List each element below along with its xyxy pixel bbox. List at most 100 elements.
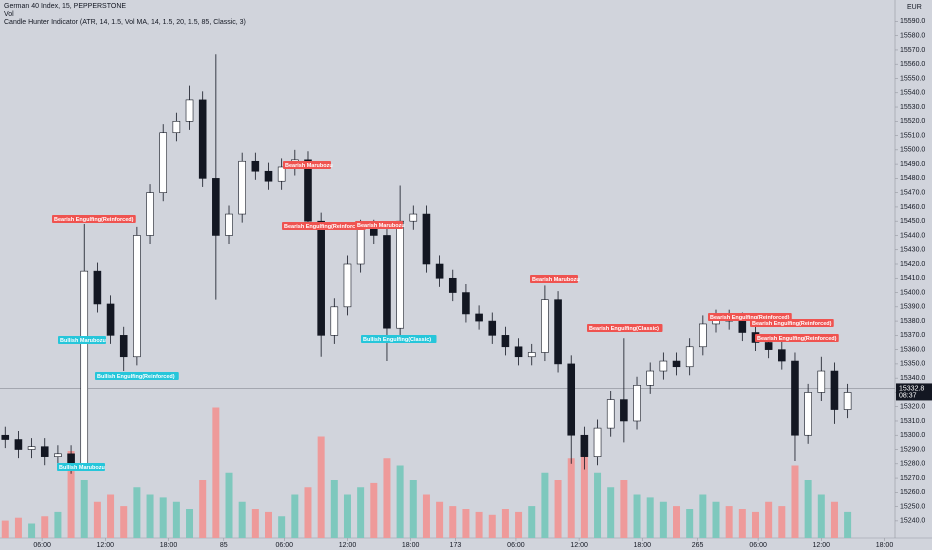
pattern-label-box (361, 335, 437, 343)
candle-body (172, 120, 181, 134)
currency-label: EUR (907, 4, 922, 11)
volume-bar (449, 506, 457, 538)
candle-body (778, 349, 786, 362)
last-price-box (896, 383, 932, 401)
x-tick-label: 85 (220, 542, 228, 549)
pattern-label: Bearish Engulfing(Reinforced) (284, 224, 364, 230)
candle-body (764, 342, 773, 350)
candle-body (330, 306, 339, 336)
candle-body (514, 346, 523, 358)
candle-body (475, 313, 483, 322)
candle-body (699, 323, 707, 348)
countdown-label: 08:37 (899, 392, 917, 399)
y-tick-label: 15560.0 (900, 61, 925, 68)
pattern-label: Bearish Engulfing(Reinforced) (710, 315, 790, 321)
volume-bar (251, 509, 259, 538)
y-tick-label: 15430.0 (900, 247, 925, 254)
candle-body (264, 170, 273, 182)
volume-bar (343, 494, 351, 538)
y-tick-label: 15350.0 (900, 361, 925, 368)
y-tick-label: 15450.0 (900, 218, 925, 225)
volume-bar (844, 511, 852, 538)
volume-bar (646, 497, 654, 538)
candle-body (606, 399, 615, 429)
volume-bar (422, 494, 430, 538)
volume-bar (607, 487, 615, 538)
volume-bar (673, 506, 681, 538)
candle-body (672, 360, 681, 368)
candle-body (356, 228, 365, 265)
pattern-label-box (355, 221, 403, 229)
y-tick-label: 15550.0 (900, 75, 925, 82)
y-tick-label: 15310.0 (900, 418, 925, 425)
volume-bar (186, 509, 194, 538)
volume-bar (475, 511, 483, 538)
candle-body (409, 213, 418, 222)
volume-bar (93, 501, 101, 538)
x-tick-label: 18:00 (402, 542, 420, 549)
pattern-label-box (283, 161, 331, 169)
volume-bar (765, 501, 773, 538)
candle-body (554, 299, 562, 365)
volume-bar (107, 494, 115, 538)
volume-bar (330, 480, 338, 538)
candle-body (238, 160, 246, 215)
candle-body (133, 235, 141, 358)
y-tick-label: 15510.0 (900, 132, 925, 139)
volume-bar (620, 480, 628, 538)
volume-bar (528, 506, 536, 538)
x-tick-label: 06:00 (749, 542, 767, 549)
x-tick-label: 06:00 (276, 542, 294, 549)
volume-bar (699, 494, 707, 538)
volume-bar (436, 501, 444, 538)
x-tick-label: 06:00 (507, 542, 525, 549)
volume-bar (238, 501, 246, 538)
volume-bar (133, 487, 141, 538)
candle-body (40, 446, 49, 457)
x-tick-label: 06:00 (33, 542, 51, 549)
candle-body (369, 228, 378, 236)
candle-body (304, 159, 312, 222)
volume-bar (67, 451, 75, 538)
candle-body (396, 220, 404, 329)
y-tick-label: 15300.0 (900, 432, 925, 439)
candle-body (633, 385, 641, 422)
candle-body (422, 213, 431, 265)
x-tick-label: 12:00 (97, 542, 115, 549)
candle-body (462, 292, 470, 315)
volume-bar (225, 472, 233, 538)
candle-body (567, 363, 576, 436)
candle-body (435, 263, 444, 279)
x-tick-label: 18:00 (634, 542, 652, 549)
candle-body (541, 299, 549, 353)
volume-bar (554, 480, 562, 538)
candle-body (185, 99, 194, 122)
volume-bar (80, 480, 88, 538)
volume-bar (515, 511, 523, 538)
volume-bar (317, 436, 325, 538)
volume-bar (462, 509, 470, 538)
candle-body (593, 427, 602, 457)
pattern-label-box (755, 334, 839, 342)
pattern-label-box (95, 372, 179, 380)
volume-bar (383, 458, 391, 538)
candle-body (646, 370, 654, 386)
volume-bar (409, 480, 417, 538)
pattern-label: Bullish Engulfing(Classic) (363, 337, 431, 343)
y-tick-label: 15580.0 (900, 33, 925, 40)
y-tick-label: 15570.0 (900, 47, 925, 54)
candle-body (27, 446, 36, 450)
volume-bar (633, 494, 641, 538)
volume-bar (28, 523, 36, 538)
volume-bar (357, 487, 365, 538)
pattern-label: Bearish Engulfing(Reinforced) (54, 217, 134, 223)
candle-body (830, 370, 839, 410)
volume-bar (804, 480, 812, 538)
volume-bar (278, 516, 286, 538)
y-tick-label: 15240.0 (900, 518, 925, 525)
volume-bar (817, 494, 825, 538)
volume-bar (396, 465, 404, 538)
volume-bar (172, 501, 180, 538)
